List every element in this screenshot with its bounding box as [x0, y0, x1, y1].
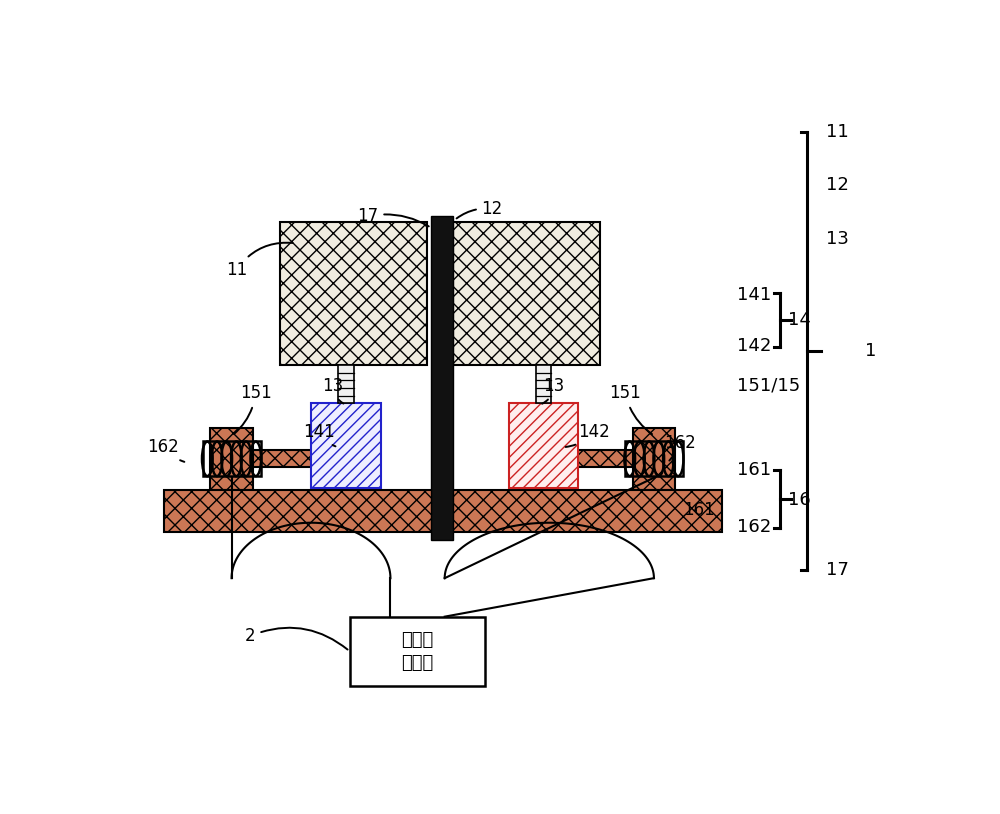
Text: 14: 14	[788, 311, 810, 329]
Bar	[509, 404, 578, 488]
Text: 161: 161	[737, 462, 771, 479]
Text: 13: 13	[542, 377, 565, 404]
Text: 142: 142	[737, 337, 772, 355]
Text: 151: 151	[609, 384, 652, 434]
Bar	[453, 222, 600, 365]
Text: 161: 161	[683, 501, 715, 519]
Text: 17: 17	[358, 208, 429, 226]
Bar	[625, 441, 683, 476]
Bar	[311, 404, 381, 488]
Text: 162: 162	[664, 435, 695, 461]
Text: 141: 141	[303, 422, 336, 446]
Text: 142: 142	[566, 422, 610, 447]
Text: 11: 11	[826, 123, 849, 141]
Text: 13: 13	[323, 377, 344, 404]
Text: 1: 1	[865, 342, 876, 360]
Text: 11: 11	[226, 243, 293, 279]
Bar	[520, 444, 563, 489]
Bar	[350, 617, 485, 686]
Text: 12: 12	[457, 199, 503, 218]
Bar	[536, 365, 551, 404]
Bar	[164, 489, 722, 532]
Text: 162: 162	[147, 438, 184, 462]
Text: 12: 12	[826, 177, 849, 195]
Bar	[431, 217, 453, 540]
Text: 电压检
测模块: 电压检 测模块	[401, 631, 434, 672]
Bar	[202, 441, 261, 476]
Text: 16: 16	[788, 491, 810, 509]
Text: 151: 151	[234, 384, 271, 434]
Bar	[633, 428, 675, 489]
Text: 13: 13	[826, 230, 849, 248]
Bar	[280, 222, 427, 365]
Bar	[323, 444, 365, 489]
Bar	[210, 428, 253, 489]
Text: 151/15: 151/15	[737, 377, 800, 395]
Text: 162: 162	[737, 519, 772, 536]
Text: 141: 141	[737, 286, 772, 304]
Bar	[253, 450, 323, 467]
Text: 17: 17	[826, 562, 849, 580]
Bar	[338, 365, 354, 404]
Bar	[563, 450, 633, 467]
Text: 2: 2	[245, 627, 348, 650]
